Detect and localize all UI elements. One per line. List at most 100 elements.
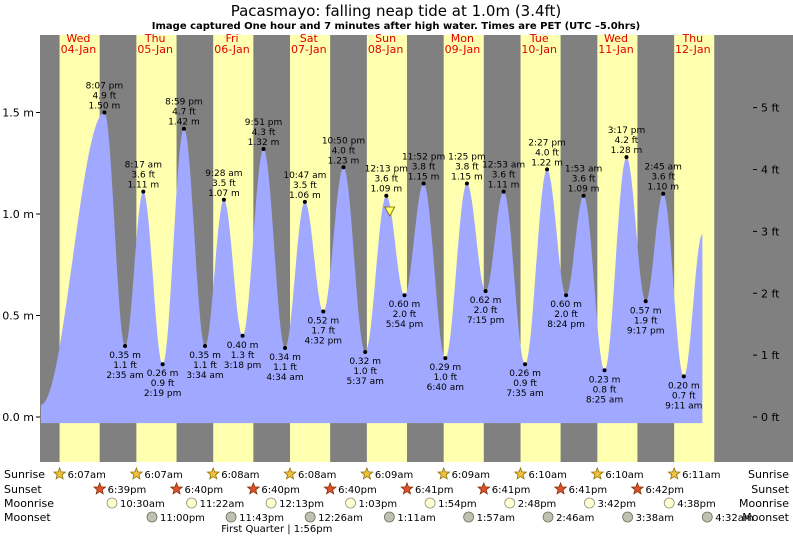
high-tide-m: 1.28 m [611,146,643,156]
sunrise-icon [667,466,681,480]
y-tick-label-m: 0.0 m [2,411,34,424]
low-tide-ft: 2.0 ft [474,306,498,316]
sunrise-time: 6:07am [144,470,182,481]
high-tide-ft: 3.5 ft [293,181,317,191]
moonrise-icon [424,497,436,509]
low-tide-m: 0.20 m [668,381,700,391]
high-tide-time: 3:17 pm [608,126,646,136]
high-tide-ft: 3.8 ft [455,163,479,173]
moonrise-icon [345,497,356,509]
day-date-label: 11-Jan [598,43,634,56]
high-tide-m: 1.09 m [370,185,402,195]
low-tide-time: 8:24 pm [547,320,585,330]
high-tide-time: 10:50 pm [322,136,365,146]
low-tide-ft: 0.9 ft [151,379,175,389]
high-tide-time: 9:51 pm [245,118,283,128]
sunrise-time: 6:09am [375,470,413,481]
sunrise-time: 6:09am [452,470,490,481]
moonset-icon [225,511,237,523]
low-tide-m: 0.35 m [109,351,141,361]
high-tide-time: 8:07 pm [86,82,124,92]
day-date-label: 05-Jan [137,43,173,56]
low-tide-time: 2:19 pm [144,389,182,399]
low-tide-time: 4:34 am [266,373,303,383]
high-tide-time: 11:52 pm [402,153,445,163]
high-tide-ft: 3.6 ft [131,171,155,181]
day-date-label: 12-Jan [675,43,711,56]
sunrise-icon [513,466,528,480]
high-tide-point [102,110,107,115]
moonset-time: 3:38am [636,513,674,524]
right-gutter [753,35,793,462]
sunset-icon [323,481,337,495]
day-name-label: Mon [451,32,474,45]
day-date-label: 06-Jan [214,43,250,56]
sunset-icon [553,481,568,495]
high-tide-ft: 4.7 ft [172,108,196,118]
day-date-label: 04-Jan [61,43,97,56]
moonset-time: 2:46am [556,513,594,524]
low-tide-ft: 2.0 ft [393,310,417,320]
high-tide-time: 12:13 pm [365,165,408,175]
high-tide-point [384,193,389,198]
day-name-label: Thu [144,32,166,45]
sunrise-time: 6:07am [68,470,106,481]
sunrise-time: 6:10am [529,470,567,481]
low-tide-m: 0.26 m [147,369,179,379]
moonset-row-label-right: Moonset [742,511,789,524]
low-tide-ft: 0.8 ft [593,385,617,395]
day-name-label: Wed [604,32,628,45]
low-tide-point [283,345,288,350]
moonrise-time: 2:48pm [518,499,557,510]
moonrise-time: 1:03pm [359,499,398,510]
y-tick-label-m: 1.5 m [2,107,34,120]
sunrise-row-label-right: Sunrise [748,468,789,481]
low-tide-time: 5:54 pm [386,320,424,330]
y-tick-label-ft: 1 ft [761,349,780,362]
high-tide-m: 1.15 m [451,173,483,183]
high-tide-ft: 3.5 ft [212,179,236,189]
sunset-icon [92,481,107,495]
sunset-time: 6:41pm [569,485,608,496]
low-tide-point [123,343,128,348]
sunset-time: 6:39pm [108,485,147,496]
high-tide-time: 1:53 am [565,165,602,175]
day-name-label: Tue [529,32,549,45]
low-tide-m: 0.40 m [227,341,259,351]
low-tide-m: 0.35 m [189,351,221,361]
low-tide-time: 4:32 pm [305,336,343,346]
low-tide-m: 0.60 m [550,300,582,310]
sunrise-icon [590,466,605,480]
high-tide-point [261,147,266,152]
high-tide-m: 1.22 m [531,158,563,168]
sunset-time: 6:41pm [492,485,531,496]
low-tide-ft: 1.0 ft [433,373,457,383]
y-tick-label-ft: 0 ft [761,411,780,424]
high-tide-m: 1.50 m [89,102,121,112]
low-tide-point [160,362,165,367]
low-tide-point [523,362,528,367]
sunset-time: 6:41pm [415,485,454,496]
high-tide-point [302,199,307,204]
sunset-row-label-left: Sunset [4,483,42,496]
low-tide-ft: 1.7 ft [311,326,335,336]
low-tide-ft: 2.0 ft [554,310,578,320]
low-tide-ft: 1.1 ft [273,363,297,373]
high-tide-m: 1.42 m [168,118,200,128]
moonrise-time: 10:30am [120,499,165,510]
high-tide-time: 10:47 am [283,171,326,181]
low-tide-time: 3:34 am [186,371,223,381]
y-tick-label-m: 1.0 m [2,208,34,221]
high-tide-point [581,193,586,198]
low-tide-point [681,374,686,379]
high-tide-m: 1.10 m [647,183,679,193]
low-tide-ft: 0.9 ft [513,379,537,389]
moonrise-row-label-left: Moonrise [4,497,54,510]
moonrise-time: 4:38pm [677,499,716,510]
low-tide-time: 2:35 am [106,371,143,381]
moonrise-icon [504,497,516,509]
high-tide-point [341,165,346,170]
high-tide-time: 1:25 pm [448,153,486,163]
low-tide-ft: 1.1 ft [193,361,217,371]
